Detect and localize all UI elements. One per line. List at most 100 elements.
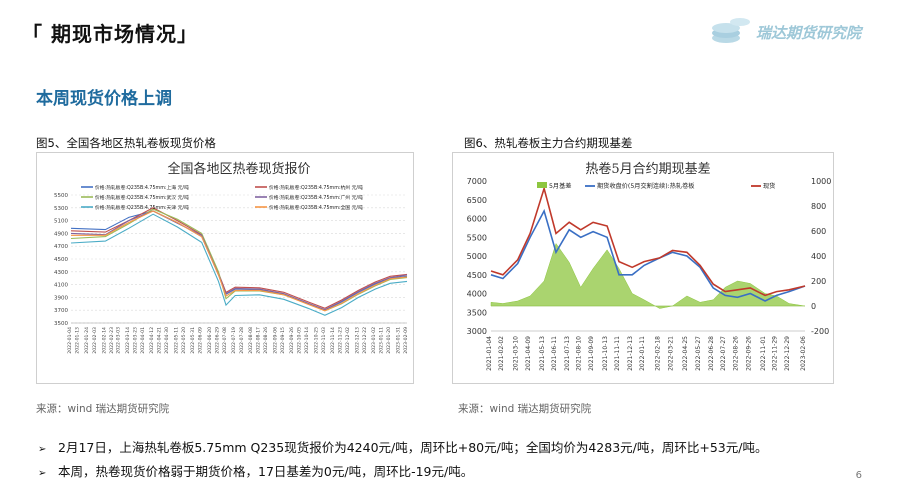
x-tick-label: 2022-05-31 xyxy=(190,327,196,354)
x-tick-label: 2022-06-20 xyxy=(207,327,213,354)
legend-label-futures: 期货收盘价(5月交割连续):热轧卷板 xyxy=(597,182,694,190)
x-tick-label: 2022-02-23 xyxy=(109,327,115,354)
x-tick-label: 2022-06-28 xyxy=(708,336,715,371)
brand-name: 瑞达期货研究院 xyxy=(756,24,862,42)
x-tick-label: 2022-12-13 xyxy=(354,327,360,354)
x-tick-label: 2021-08-10 xyxy=(576,336,583,371)
x-tick-label: 2022-02-14 xyxy=(101,327,107,354)
x-tick-label: 2023-01-20 xyxy=(386,327,392,354)
y-tick-label: 4700 xyxy=(54,244,68,250)
x-tick-label: 2022-09-26 xyxy=(289,327,295,354)
y-tick-label: 3500 xyxy=(54,321,68,327)
x-tick-label: 2021-10-13 xyxy=(602,336,609,371)
series-line-national xyxy=(71,210,408,312)
bullet-basis: ➢ 本周，热卷现货价格弱于期货价格，17日基差为0元/吨，周环比-19元/吨。 xyxy=(38,461,473,480)
x-tick-label: 2022-05-20 xyxy=(181,327,187,354)
brand-logo: 瑞达期货研究院 xyxy=(706,12,866,48)
series-area-basis xyxy=(490,242,806,309)
x-tick-label: 2021-11-11 xyxy=(614,336,621,371)
y-tick-label: 6500 xyxy=(467,196,487,205)
x-tick-label: 2022-10-05 xyxy=(297,327,303,354)
x-tick-label: 2021-09-09 xyxy=(588,336,595,371)
y-tick-label: 3700 xyxy=(54,308,68,314)
x-tick-label: 2022-09-26 xyxy=(745,336,752,371)
legend-label-wuhan: 价格:热轧板卷:Q235B:4.75mm:武汉 元/吨 xyxy=(95,194,189,201)
slide-title: 「 期现市场情况」 xyxy=(22,22,198,46)
x-tick-label: 2022-07-28 xyxy=(239,327,245,354)
y-tick-label: 4500 xyxy=(54,257,68,263)
figure-5-caption: 图5、全国各地区热轧卷板现货价格 xyxy=(36,136,216,150)
x-tick-label: 2022-11-03 xyxy=(321,327,327,354)
y2-tick-label: 200 xyxy=(811,277,826,286)
series-line-tianjin xyxy=(70,213,408,316)
regional-spot-price-chart: 全国各地区热卷现货报价 3500 3700 3900 4100 4300 4500 4700 4… xyxy=(36,152,414,384)
x-tick-label: 2022-11-14 xyxy=(330,327,336,354)
chart-title: 全国各地区热卷现货报价 xyxy=(167,161,310,177)
x-tick-label: 2023-01-31 xyxy=(395,327,401,354)
y2-tick-label: 800 xyxy=(811,202,826,211)
x-tick-label: 2022-11-23 xyxy=(338,327,344,354)
x-tick-label: 2022-01-11 xyxy=(639,336,646,371)
x-tick-label: 2022-07-08 xyxy=(222,327,228,354)
x-tick-label: 2022-08-17 xyxy=(256,327,262,354)
x-tick-label: 2021-05-13 xyxy=(539,336,546,371)
series-line-futures xyxy=(490,208,806,302)
x-tick-label: 2022-01-04 xyxy=(67,327,73,354)
series-line-hangzhou xyxy=(70,207,408,309)
x-tick-label: 2021-06-11 xyxy=(551,336,558,371)
x-tick-label: 2022-04-12 xyxy=(149,327,155,354)
y-tick-label: 3900 xyxy=(54,295,68,301)
x-tick-label: 2023-01-02 xyxy=(371,327,377,354)
series-line-spot xyxy=(490,185,806,297)
y2-tick-label: 600 xyxy=(811,227,826,236)
x-tick-label: 2021-01-04 xyxy=(486,336,493,371)
y-tick-label: 4100 xyxy=(54,283,68,289)
y2-tick-label: 1000 xyxy=(811,177,831,186)
x-tick-label: 2023-02-09 xyxy=(403,327,409,354)
y-tick-label: 4300 xyxy=(54,270,68,276)
legend-label-basis: 5月基差 xyxy=(549,182,572,190)
x-tick-label: 2022-03-14 xyxy=(125,327,131,354)
x-tick-label: 2021-04-09 xyxy=(525,336,532,371)
legend-label-tianjin: 价格:热轧板卷:Q235B:4.75mm:天津 元/吨 xyxy=(95,204,189,211)
x-tick-label: 2022-10-25 xyxy=(313,327,319,354)
x-tick-label: 2022-01-13 xyxy=(75,327,81,354)
y-tick-label: 4000 xyxy=(467,290,487,299)
x-tick-label: 2022-09-15 xyxy=(280,327,286,354)
section-headline: 本周现货价格上调 xyxy=(36,89,172,109)
x-tick-label: 2021-03-10 xyxy=(513,336,520,371)
x-tick-label: 2022-02-18 xyxy=(655,336,662,371)
x-tick-label: 2022-07-27 xyxy=(720,336,727,371)
y2-tick-label: -200 xyxy=(811,327,829,336)
legend-label-spot: 现货 xyxy=(763,182,775,190)
x-tick-label: 2022-10-14 xyxy=(304,327,310,354)
x-tick-label: 2022-05-11 xyxy=(173,327,179,354)
y-tick-label: 6000 xyxy=(467,215,487,224)
bullet-text: 本周，热卷现货价格弱于期货价格，17日基差为0元/吨，周环比-19元/吨。 xyxy=(58,464,474,479)
x-tick-label: 2022-01-24 xyxy=(84,327,90,354)
x-tick-label: 2022-05-27 xyxy=(695,336,702,371)
y2-tick-label: 0 xyxy=(811,302,816,311)
figure-6-source: 来源：wind 瑞达期货研究院 xyxy=(458,403,592,415)
futures-spot-basis-chart-svg: 热卷5月合约期现基差300035004000450050005500600065… xyxy=(467,161,832,371)
legend-swatch-basis xyxy=(537,182,547,188)
x-tick-label: 2022-12-29 xyxy=(784,336,791,371)
x-tick-label: 2022-08-26 xyxy=(263,327,269,354)
x-tick-label: 2022-04-01 xyxy=(140,327,146,354)
y-tick-label: 7000 xyxy=(467,177,487,186)
x-tick-label: 2021-07-13 xyxy=(564,336,571,371)
x-tick-label: 2022-04-25 xyxy=(682,336,689,371)
legend-label-national: 价格:热轧板卷:Q235B:4.75mm:全国 元/吨 xyxy=(269,204,363,211)
x-tick-label: 2022-07-19 xyxy=(231,327,237,354)
coin-stack-icon xyxy=(712,18,750,43)
page-number: 6 xyxy=(855,470,862,481)
x-tick-label: 2021-12-13 xyxy=(627,336,634,371)
legend-label-shanghai: 价格:热轧板卷:Q235B:4.75mm:上海 元/吨 xyxy=(95,184,189,191)
regional-spot-price-chart-svg: 全国各地区热卷现货报价 3500 3700 3900 4100 4300 4500 4700 4… xyxy=(54,161,409,354)
y-tick-label: 5300 xyxy=(54,206,68,212)
bullet-arrow-icon: ➢ xyxy=(38,468,47,479)
bullet-text: 2月17日，上海热轧卷板5.75mm Q235现货报价为4240元/吨，周环比+… xyxy=(58,440,768,455)
x-tick-label: 2022-08-26 xyxy=(733,336,740,371)
x-tick-label: 2022-11-01 xyxy=(760,336,767,371)
x-tick-label: 2023-02-06 xyxy=(800,336,807,371)
